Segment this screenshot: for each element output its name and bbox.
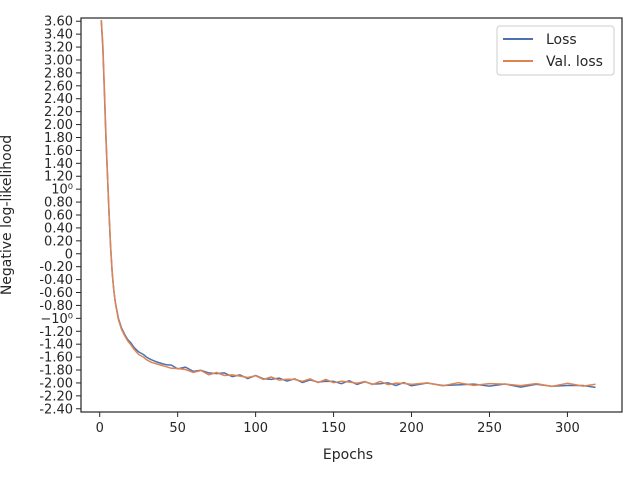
y-tick-label: -1.20 xyxy=(39,325,73,340)
y-tick-label: -0.20 xyxy=(39,260,73,275)
series-line-val-loss xyxy=(100,19,596,388)
y-tick-label: 3.20 xyxy=(44,41,73,56)
x-tick-label: 200 xyxy=(399,421,424,436)
x-tick-label: 50 xyxy=(169,421,186,436)
y-tick-label: 0.60 xyxy=(44,209,73,224)
y-tick-label: 3.00 xyxy=(44,53,73,68)
x-tick-label: 300 xyxy=(555,421,580,436)
y-axis: 3.603.403.203.002.802.602.402.202.001.80… xyxy=(39,15,81,417)
y-tick-label: 1.20 xyxy=(44,170,73,185)
y-tick-label: 1.40 xyxy=(44,157,73,172)
y-tick-label: 2.40 xyxy=(44,92,73,107)
x-axis: 0 50 100 150 200 250 300 xyxy=(96,412,580,436)
y-tick-label: -1.60 xyxy=(39,351,73,366)
y-tick-label: 2.60 xyxy=(44,79,73,94)
y-tick-label: -0.40 xyxy=(39,273,73,288)
y-axis-label: Negative log-likelihood xyxy=(0,135,15,295)
y-tick-label: 0.20 xyxy=(44,234,73,249)
y-tick-label: 1.60 xyxy=(44,144,73,159)
y-tick-label: 0.40 xyxy=(44,221,73,236)
y-tick-label: 0 xyxy=(65,247,73,262)
y-tick-label: 10⁰ xyxy=(51,183,73,198)
x-tick-label: 150 xyxy=(321,421,346,436)
x-tick-label: 0 xyxy=(96,421,104,436)
y-tick-label: 2.00 xyxy=(44,118,73,133)
y-tick-label: -2.40 xyxy=(39,402,73,417)
y-tick-label: 3.40 xyxy=(44,28,73,43)
y-tick-label: -0.60 xyxy=(39,286,73,301)
legend-label: Loss xyxy=(546,32,577,48)
y-tick-label: −10⁰ xyxy=(40,312,73,327)
y-tick-label: 0.80 xyxy=(44,196,73,211)
y-tick-label: -2.00 xyxy=(39,376,73,391)
x-axis-label: Epochs xyxy=(323,447,373,463)
y-tick-label: -2.20 xyxy=(39,389,73,404)
legend-label: Val. loss xyxy=(546,54,603,70)
y-tick-label: 2.80 xyxy=(44,66,73,81)
y-tick-label: 1.80 xyxy=(44,131,73,146)
x-tick-label: 250 xyxy=(477,421,502,436)
x-tick-label: 100 xyxy=(243,421,268,436)
y-tick-label: 3.60 xyxy=(44,15,73,30)
y-tick-label: -0.80 xyxy=(39,299,73,314)
legend: Loss Val. loss xyxy=(496,25,615,76)
y-tick-label: -1.40 xyxy=(39,338,73,353)
y-tick-label: 2.20 xyxy=(44,105,73,120)
series-layer xyxy=(100,19,596,389)
y-tick-label: -1.80 xyxy=(39,364,73,379)
